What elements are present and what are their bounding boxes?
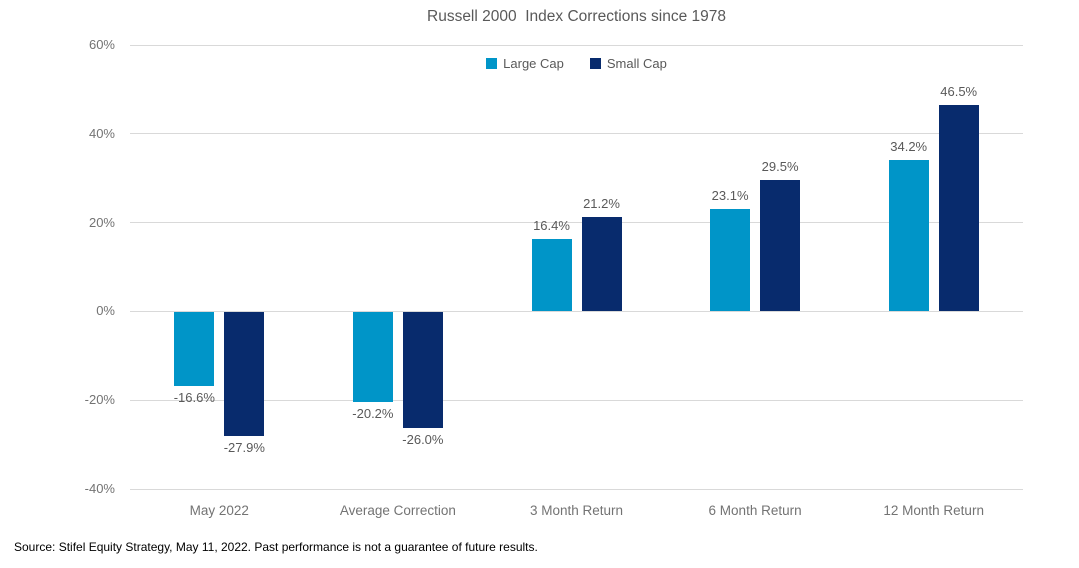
legend-item-small-cap: Small Cap xyxy=(589,56,667,71)
chart-title: Russell 2000 Index Corrections since 197… xyxy=(427,8,726,25)
bar-value-label: 34.2% xyxy=(890,138,928,154)
bar-value-label: 16.4% xyxy=(533,217,570,233)
x-tick-label: 12 Month Return xyxy=(883,503,984,518)
x-tick-label: 6 Month Return xyxy=(708,503,802,518)
legend-label: Small Cap xyxy=(606,56,667,71)
bar-value-label: -20.2% xyxy=(352,406,394,422)
bar-large-cap xyxy=(710,208,751,312)
gridline xyxy=(130,133,1023,135)
source-note: Source: Stifel Equity Strategy, May 11, … xyxy=(14,540,538,554)
y-tick-label: -40% xyxy=(84,481,115,496)
gridline xyxy=(130,310,1023,312)
legend-item-large-cap: Large Cap xyxy=(486,56,564,71)
y-tick-label: 20% xyxy=(88,214,115,230)
bar-small-cap xyxy=(938,104,979,312)
bar-value-label: -26.0% xyxy=(402,431,444,447)
bar-small-cap xyxy=(581,217,622,312)
gridline xyxy=(130,488,1023,490)
gridline xyxy=(130,222,1023,224)
legend-swatch-icon xyxy=(486,58,498,69)
bar-value-label: 23.1% xyxy=(711,187,749,203)
y-tick-label: 40% xyxy=(88,125,115,141)
y-tick-label: 60% xyxy=(88,37,115,52)
legend-swatch-icon xyxy=(589,58,601,69)
bar-large-cap xyxy=(888,159,929,312)
bar-large-cap xyxy=(352,312,393,403)
bar-value-label: 46.5% xyxy=(940,83,978,99)
legend-label: Large Cap xyxy=(503,56,564,71)
bar-value-label: -27.9% xyxy=(223,440,265,456)
bar-large-cap xyxy=(174,312,215,387)
gridline xyxy=(130,44,1023,46)
bar-value-label: -16.6% xyxy=(173,390,215,406)
y-tick-label: 0% xyxy=(96,303,115,319)
x-tick-label: 3 Month Return xyxy=(529,503,624,518)
bar-small-cap xyxy=(224,312,265,437)
x-tick-label: May 2022 xyxy=(189,503,249,518)
bar-small-cap xyxy=(402,312,443,428)
y-tick-label: -20% xyxy=(84,392,115,408)
x-tick-label: Average Correction xyxy=(339,503,456,518)
legend: Large Cap Small Cap xyxy=(130,56,1023,71)
plot-area: -16.6% -27.9% -20.2% -26.0% 16.4% 21.2% 23.1% 2… xyxy=(130,44,1023,490)
bar-large-cap xyxy=(531,238,572,312)
x-axis: May 2022 Average Correction 3 Month Return… xyxy=(130,503,1023,518)
bar-value-label: 21.2% xyxy=(583,196,620,212)
bar-value-label: 29.5% xyxy=(761,159,799,175)
gridline xyxy=(130,399,1023,401)
bar-small-cap xyxy=(760,180,801,312)
